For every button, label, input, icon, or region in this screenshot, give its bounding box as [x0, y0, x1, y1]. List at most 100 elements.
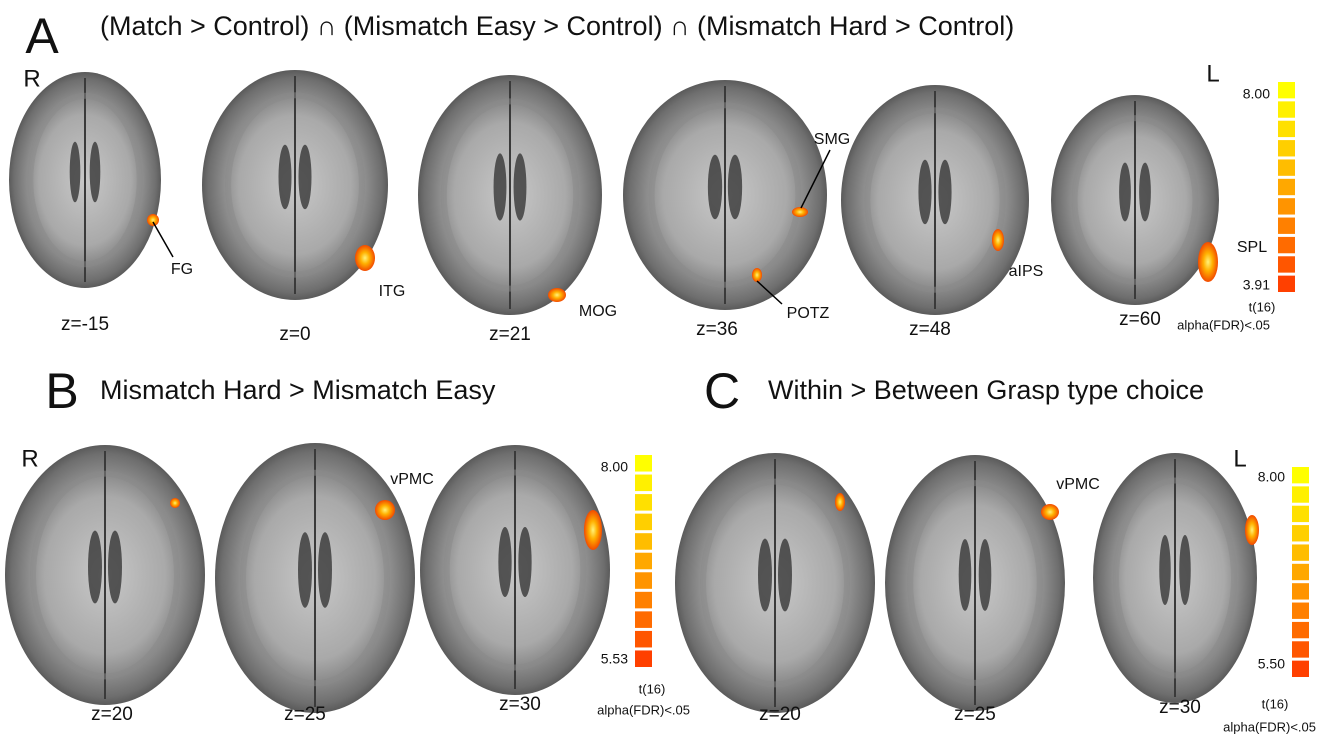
ventricle [298, 532, 312, 608]
colorbar-swatch [635, 455, 652, 472]
colorbar-max: 8.00 [1258, 469, 1285, 485]
region-label: POTZ [787, 305, 830, 322]
ventricle [88, 531, 102, 604]
ventricle [778, 539, 792, 612]
brain-slice [9, 72, 161, 288]
colorbar-swatch [1292, 486, 1309, 502]
colorbar-max: 8.00 [1243, 86, 1270, 102]
colorbar-swatch [1278, 101, 1295, 117]
colorbar-min: 5.53 [601, 651, 628, 667]
activation [752, 268, 762, 282]
ventricle [498, 527, 511, 597]
slice-label: z=30 [499, 694, 541, 715]
brain-slice [5, 445, 205, 705]
region-label: SPL [1237, 239, 1267, 256]
activation [147, 214, 159, 226]
slice-label: z=-15 [61, 314, 109, 335]
ventricle [494, 153, 507, 220]
slice-label: z=25 [284, 704, 326, 725]
ventricle [298, 145, 311, 209]
colorbar-min: 3.91 [1243, 277, 1270, 293]
colorbar-swatch [1278, 237, 1295, 253]
colorbar-swatch [635, 631, 652, 648]
colorbar-swatch [1292, 622, 1309, 638]
activation [375, 500, 395, 520]
colorbar-swatch [635, 611, 652, 628]
colorbar-swatch [1292, 564, 1309, 580]
region-label: vPMC [1056, 476, 1100, 493]
activation [170, 498, 180, 508]
panel: C Within > Between Grasp type choice Lz=20… [675, 363, 1316, 734]
region-label: ITG [379, 283, 406, 300]
colorbar-swatch [1278, 121, 1295, 137]
figure: A (Match > Control) ∩ (Mismatch Easy > Co… [0, 0, 1329, 738]
colorbar-swatch [1292, 603, 1309, 619]
colorbar-swatch [1278, 140, 1295, 156]
colorbar-threshold: alpha(FDR)<.05 [1223, 719, 1316, 734]
activation [355, 245, 375, 271]
hemisphere-label: L [1206, 60, 1219, 87]
colorbar-swatch [1278, 198, 1295, 214]
colorbar-swatch [1278, 179, 1295, 195]
colorbar-swatch [1278, 276, 1295, 292]
ventricle [318, 532, 332, 608]
panel-title: (Match > Control) ∩ (Mismatch Easy > Con… [100, 11, 1014, 41]
region-label: MOG [579, 303, 617, 320]
region-label: vPMC [390, 471, 434, 488]
brain-slice [420, 445, 610, 695]
hemisphere-label: R [21, 445, 38, 472]
ventricle [278, 145, 291, 209]
ventricle [518, 527, 531, 597]
activation [792, 207, 808, 217]
colorbar-swatch [1278, 256, 1295, 272]
slice-label: z=0 [279, 324, 310, 345]
colorbar-threshold: alpha(FDR)<.05 [597, 702, 690, 717]
region-label: aIPS [1009, 263, 1044, 280]
panel: A (Match > Control) ∩ (Mismatch Easy > Co… [9, 8, 1295, 345]
ventricle [708, 155, 722, 219]
ventricle [514, 153, 527, 220]
slice-label: z=20 [91, 704, 133, 725]
colorbar-min: 5.50 [1258, 656, 1285, 672]
colorbar-swatch [635, 514, 652, 531]
panel-letter: B [45, 363, 78, 419]
slice-label: z=21 [489, 324, 531, 345]
ventricle [938, 160, 951, 224]
region-label: FG [171, 261, 193, 278]
colorbar-swatch [635, 475, 652, 492]
slice-label: z=30 [1159, 697, 1201, 718]
panel-title: Within > Between Grasp type choice [768, 375, 1204, 405]
hemisphere-label: R [23, 65, 40, 92]
activation [1041, 504, 1059, 520]
brain-slice [418, 75, 602, 315]
colorbar-threshold: alpha(FDR)<.05 [1177, 317, 1270, 332]
colorbar-swatch [635, 592, 652, 609]
slice-label: z=20 [759, 704, 801, 725]
colorbar-swatch [635, 553, 652, 570]
colorbar-swatch [1278, 159, 1295, 175]
colorbar-stat: t(16) [1249, 299, 1276, 314]
brain-slice [623, 80, 827, 310]
brain-slice [1051, 95, 1219, 305]
colorbar-swatch [1292, 661, 1309, 677]
colorbar-stat: t(16) [639, 681, 666, 696]
colorbar-swatch [635, 572, 652, 589]
panel-letter: C [704, 363, 740, 419]
colorbar-max: 8.00 [601, 459, 628, 475]
ventricle [1159, 535, 1170, 605]
ventricle [959, 539, 972, 611]
brain-slice [1093, 453, 1257, 703]
ventricle [918, 160, 931, 224]
region-label: SMG [814, 131, 850, 148]
panel-letter: A [25, 8, 59, 64]
activation [1198, 242, 1218, 282]
ventricle [758, 539, 772, 612]
colorbar-swatch [1292, 525, 1309, 541]
brain-slice [215, 443, 415, 713]
slice-label: z=48 [909, 319, 951, 340]
ventricle [70, 142, 81, 202]
activation [548, 288, 566, 302]
hemisphere-label: L [1233, 445, 1246, 472]
slice-label: z=36 [696, 319, 738, 340]
